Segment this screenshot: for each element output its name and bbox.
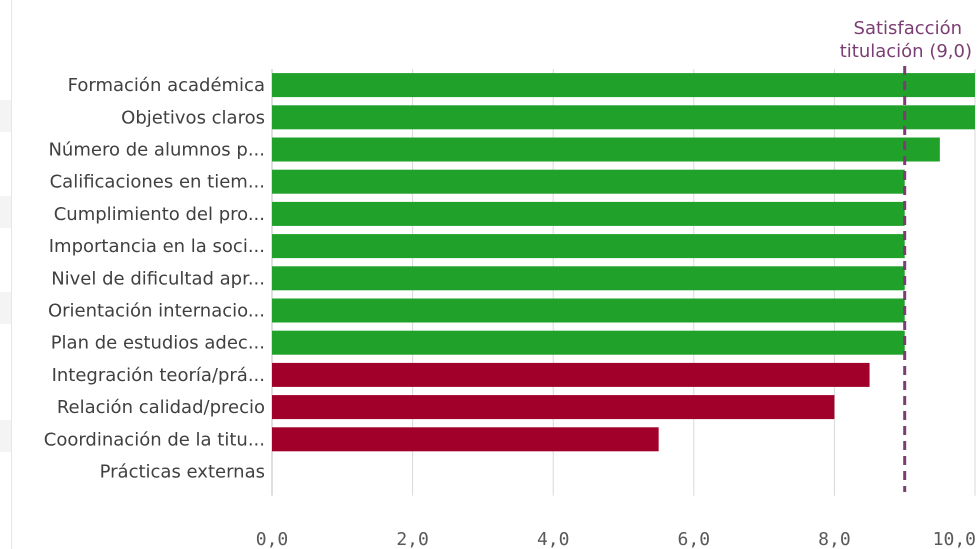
x-tick-label: 10,0 xyxy=(933,529,976,549)
bar xyxy=(272,201,905,226)
category-label: Integración teoría/prá... xyxy=(52,365,265,386)
bar xyxy=(272,362,870,387)
category-label: Importancia en la soci... xyxy=(49,236,265,257)
bar xyxy=(272,298,905,323)
x-tick-label: 2,0 xyxy=(396,529,429,549)
category-label: Relación calidad/precio xyxy=(57,397,265,418)
category-label: Objetivos claros xyxy=(121,107,265,128)
panel-row-stripe xyxy=(0,196,11,228)
category-label: Coordinación de la titu... xyxy=(44,429,265,450)
bar xyxy=(272,427,659,452)
category-label: Orientación internacio... xyxy=(48,301,265,322)
bar xyxy=(272,234,905,259)
x-tick-label: 6,0 xyxy=(678,529,711,549)
category-label: Formación académica xyxy=(68,75,265,96)
bar xyxy=(272,169,905,194)
category-label: Cumplimiento del pro... xyxy=(54,204,265,225)
category-label: Calificaciones en tiem... xyxy=(50,172,265,193)
bar xyxy=(272,105,975,130)
bar xyxy=(272,137,940,162)
reference-line-label: titulación (9,0) xyxy=(840,41,972,62)
left-panel-edge xyxy=(0,0,12,549)
category-label: Número de alumnos p... xyxy=(48,140,265,161)
reference-line-label: Satisfacción xyxy=(854,18,962,39)
x-tick-label: 8,0 xyxy=(818,529,851,549)
panel-row-stripe xyxy=(0,420,11,452)
category-label: Plan de estudios adec... xyxy=(51,333,265,354)
x-tick-label: 0,0 xyxy=(256,529,289,549)
category-label: Nivel de dificultad apr... xyxy=(51,268,265,289)
bar xyxy=(272,395,835,420)
panel-row-stripe xyxy=(0,100,11,132)
bar xyxy=(272,73,975,98)
panel-row-stripe xyxy=(0,292,11,324)
x-tick-label: 4,0 xyxy=(537,529,570,549)
bar xyxy=(272,266,905,291)
bar xyxy=(272,330,905,355)
category-label: Prácticas externas xyxy=(100,462,265,483)
